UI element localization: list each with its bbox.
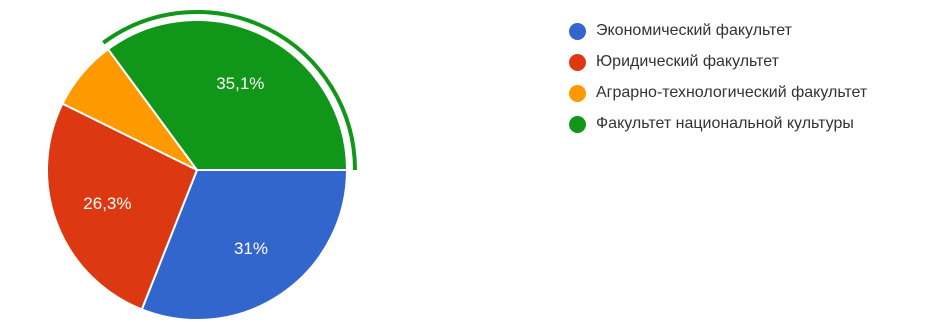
- legend-marker: [569, 84, 586, 102]
- pie-slice[interactable]: [46, 102, 198, 311]
- legend-label: Аграрно-технологический факультет: [596, 84, 868, 101]
- pie-slice[interactable]: [107, 19, 348, 171]
- legend-item[interactable]: Юридический факультет: [569, 49, 867, 75]
- legend-label: Экономический факультет: [596, 22, 792, 39]
- legend-marker: [569, 22, 586, 40]
- legend: Экономический факультет Юридический факу…: [569, 18, 867, 142]
- legend-marker: [569, 115, 586, 133]
- legend-item[interactable]: Факультет национальной культуры: [569, 111, 867, 137]
- pie-slice[interactable]: [140, 169, 348, 321]
- slice-value-label: 35,1%: [216, 74, 264, 93]
- pie-chart: 31% 26,3% 35,1%: [46, 10, 357, 321]
- legend-label: Факультет национальной культуры: [596, 115, 854, 132]
- slice-value-label: 26,3%: [83, 194, 131, 213]
- legend-item[interactable]: Аграрно-технологический факультет: [569, 80, 867, 106]
- legend-item[interactable]: Экономический факультет: [569, 18, 867, 44]
- legend-label: Юридический факультет: [596, 53, 779, 70]
- highlight-arc-path: [102, 10, 357, 171]
- legend-marker: [569, 53, 586, 71]
- slice-value-label: 31%: [234, 239, 268, 258]
- highlight-arc: [102, 10, 357, 171]
- pie-slices: [46, 19, 348, 321]
- pie-labels: 31% 26,3% 35,1%: [83, 74, 268, 258]
